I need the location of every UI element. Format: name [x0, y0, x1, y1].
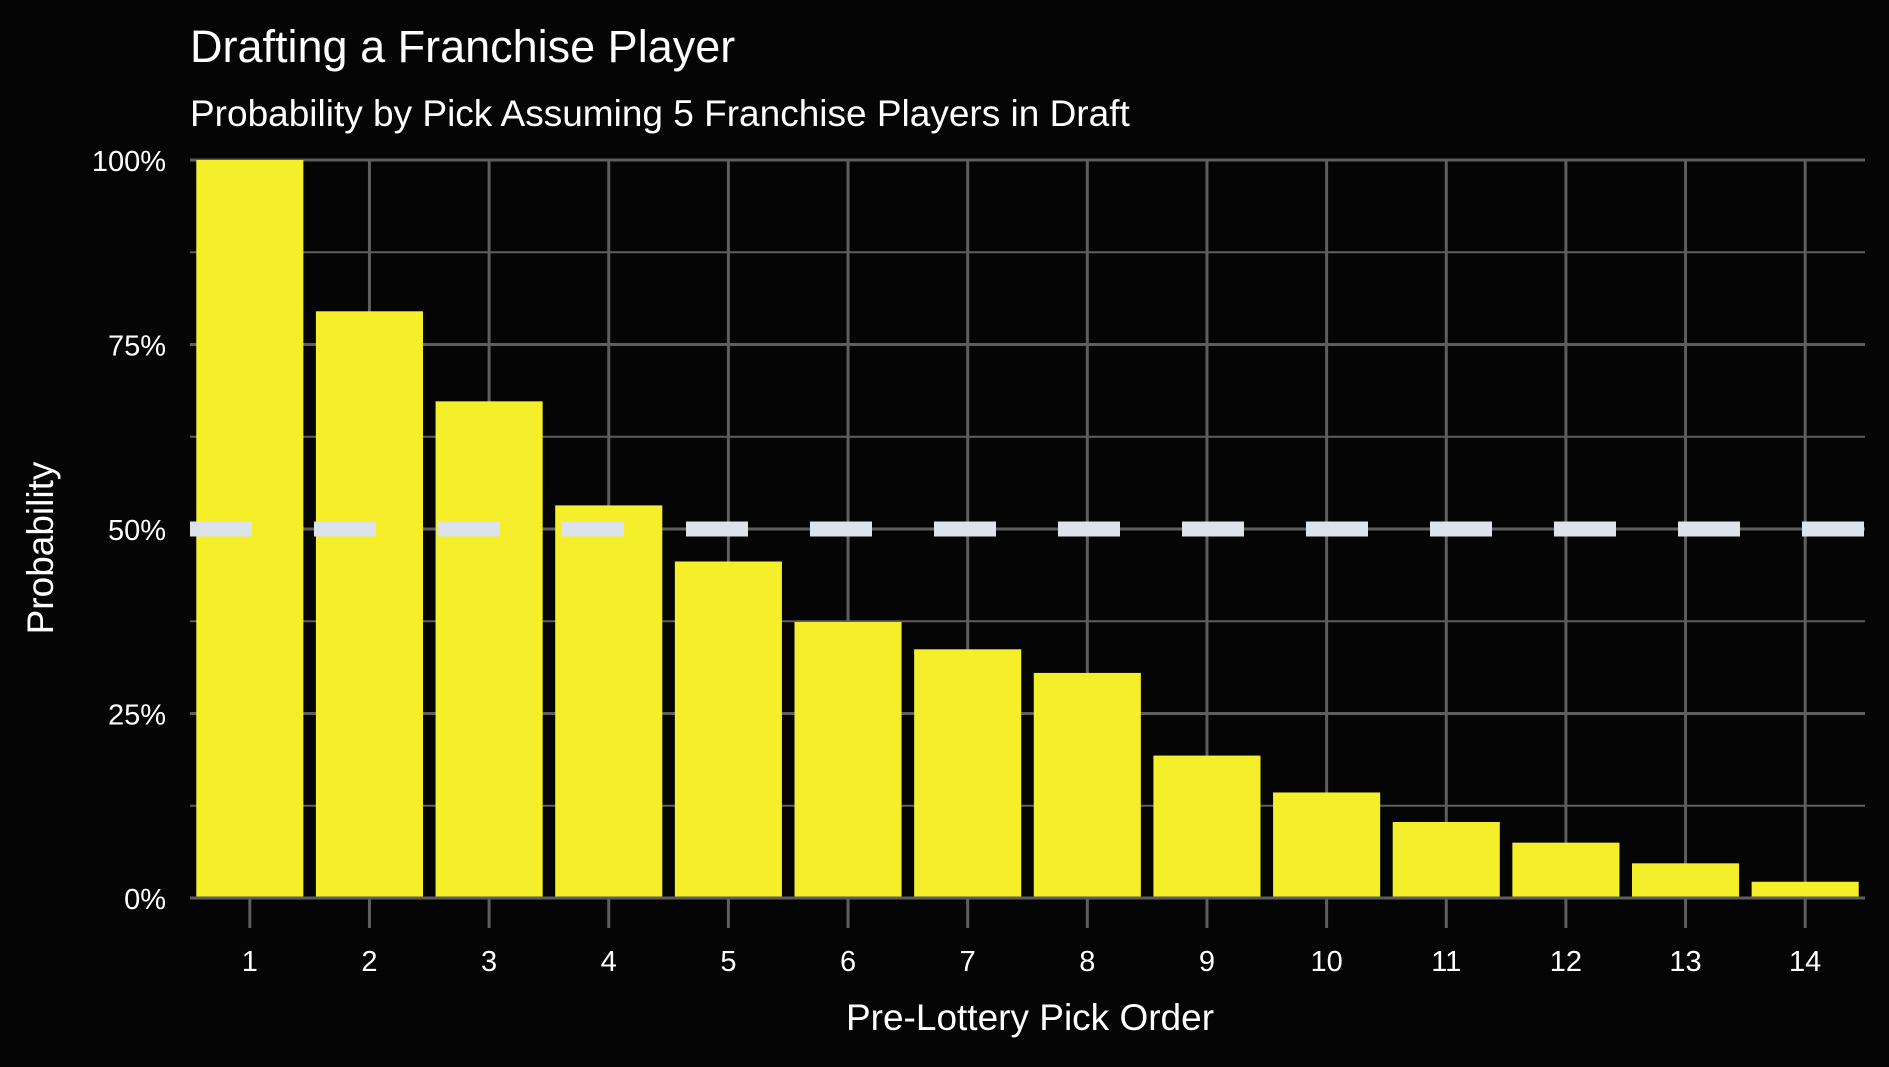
bar-pick-3	[435, 401, 543, 898]
x-tick-label: 10	[1310, 946, 1342, 978]
axis-layer: 1 2 3 4 5 6 7 8 9 10 11 12 13 140%25%50%75%100%	[92, 146, 1865, 978]
y-axis-title: Probability	[20, 461, 61, 634]
y-tick-label: 100%	[92, 146, 166, 178]
bar-pick-8	[1033, 672, 1141, 898]
y-tick-label: 75%	[108, 331, 166, 363]
bar-pick-12	[1512, 842, 1620, 898]
y-tick-label: 25%	[108, 700, 166, 732]
x-tick-label: 8	[1079, 946, 1095, 978]
x-tick-label: 7	[960, 946, 976, 978]
bar-pick-2	[315, 311, 424, 898]
x-tick-label: 13	[1669, 946, 1701, 978]
x-tick-label: 12	[1550, 946, 1582, 978]
x-axis-title: Pre-Lottery Pick Order	[846, 997, 1214, 1038]
x-tick-label: 6	[840, 946, 856, 978]
x-tick-label: 5	[720, 946, 736, 978]
bar-pick-7	[914, 649, 1022, 898]
bar-pick-4	[555, 505, 663, 898]
x-tick-label: 4	[601, 946, 617, 978]
x-tick-label: 1	[242, 946, 258, 978]
bar-pick-13	[1631, 863, 1740, 898]
x-tick-label: 2	[361, 946, 377, 978]
x-tick-label: 9	[1199, 946, 1215, 978]
bar-pick-14	[1751, 881, 1859, 898]
y-tick-label: 0%	[124, 884, 166, 916]
bar-pick-6	[794, 621, 902, 898]
x-tick-label: 11	[1431, 946, 1461, 978]
x-tick-label: 3	[481, 946, 497, 978]
x-tick-label: 14	[1789, 946, 1821, 978]
y-tick-label: 50%	[108, 515, 166, 547]
bar-pick-10	[1273, 792, 1381, 898]
chart-subtitle: Probability by Pick Assuming 5 Franchise…	[190, 93, 1130, 134]
bar-pick-11	[1392, 821, 1500, 898]
chart-title: Drafting a Franchise Player	[190, 21, 735, 72]
bar-pick-9	[1153, 755, 1261, 898]
bar-pick-5	[674, 561, 782, 898]
